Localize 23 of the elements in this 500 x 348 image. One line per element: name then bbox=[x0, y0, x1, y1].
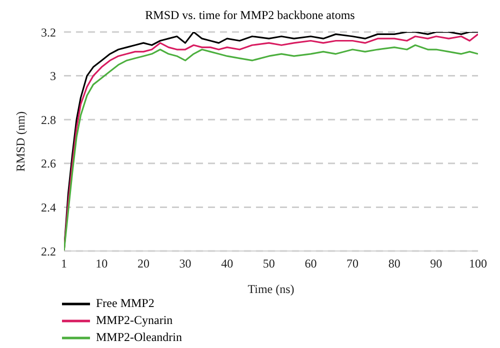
y-tick-label: 2.6 bbox=[41, 156, 56, 171]
x-axis-title: Time (ns) bbox=[248, 282, 294, 296]
y-tick-label: 2.2 bbox=[41, 244, 56, 258]
y-axis-title: RMSD (nm) bbox=[13, 111, 28, 172]
x-tick-label: 90 bbox=[430, 256, 442, 271]
x-tick-label: 20 bbox=[137, 256, 150, 271]
chart-title: RMSD vs. time for MMP2 backbone atoms bbox=[144, 8, 356, 24]
x-tick-label: 30 bbox=[179, 256, 192, 271]
y-tick-label: 2.4 bbox=[41, 200, 56, 214]
x-tick-label: 1 bbox=[61, 256, 67, 271]
x-tick-label: 50 bbox=[262, 256, 275, 271]
x-tick-label: 10 bbox=[96, 256, 108, 271]
x-tick-label: 40 bbox=[221, 256, 234, 271]
legend-label: Free MMP2 bbox=[96, 296, 154, 311]
y-tick-label: 2.8 bbox=[41, 112, 56, 127]
x-tick-label: 60 bbox=[304, 256, 317, 271]
x-tick-label: 70 bbox=[346, 256, 359, 271]
y-tick-label: 3 bbox=[50, 69, 56, 84]
legend-label: MMP2-Oleandrin bbox=[96, 330, 182, 345]
x-tick-label: 100 bbox=[469, 256, 487, 271]
y-tick-label: 3.2 bbox=[41, 25, 56, 40]
x-tick-label: 80 bbox=[388, 256, 400, 271]
legend-label: MMP2-Cynarin bbox=[96, 313, 173, 328]
